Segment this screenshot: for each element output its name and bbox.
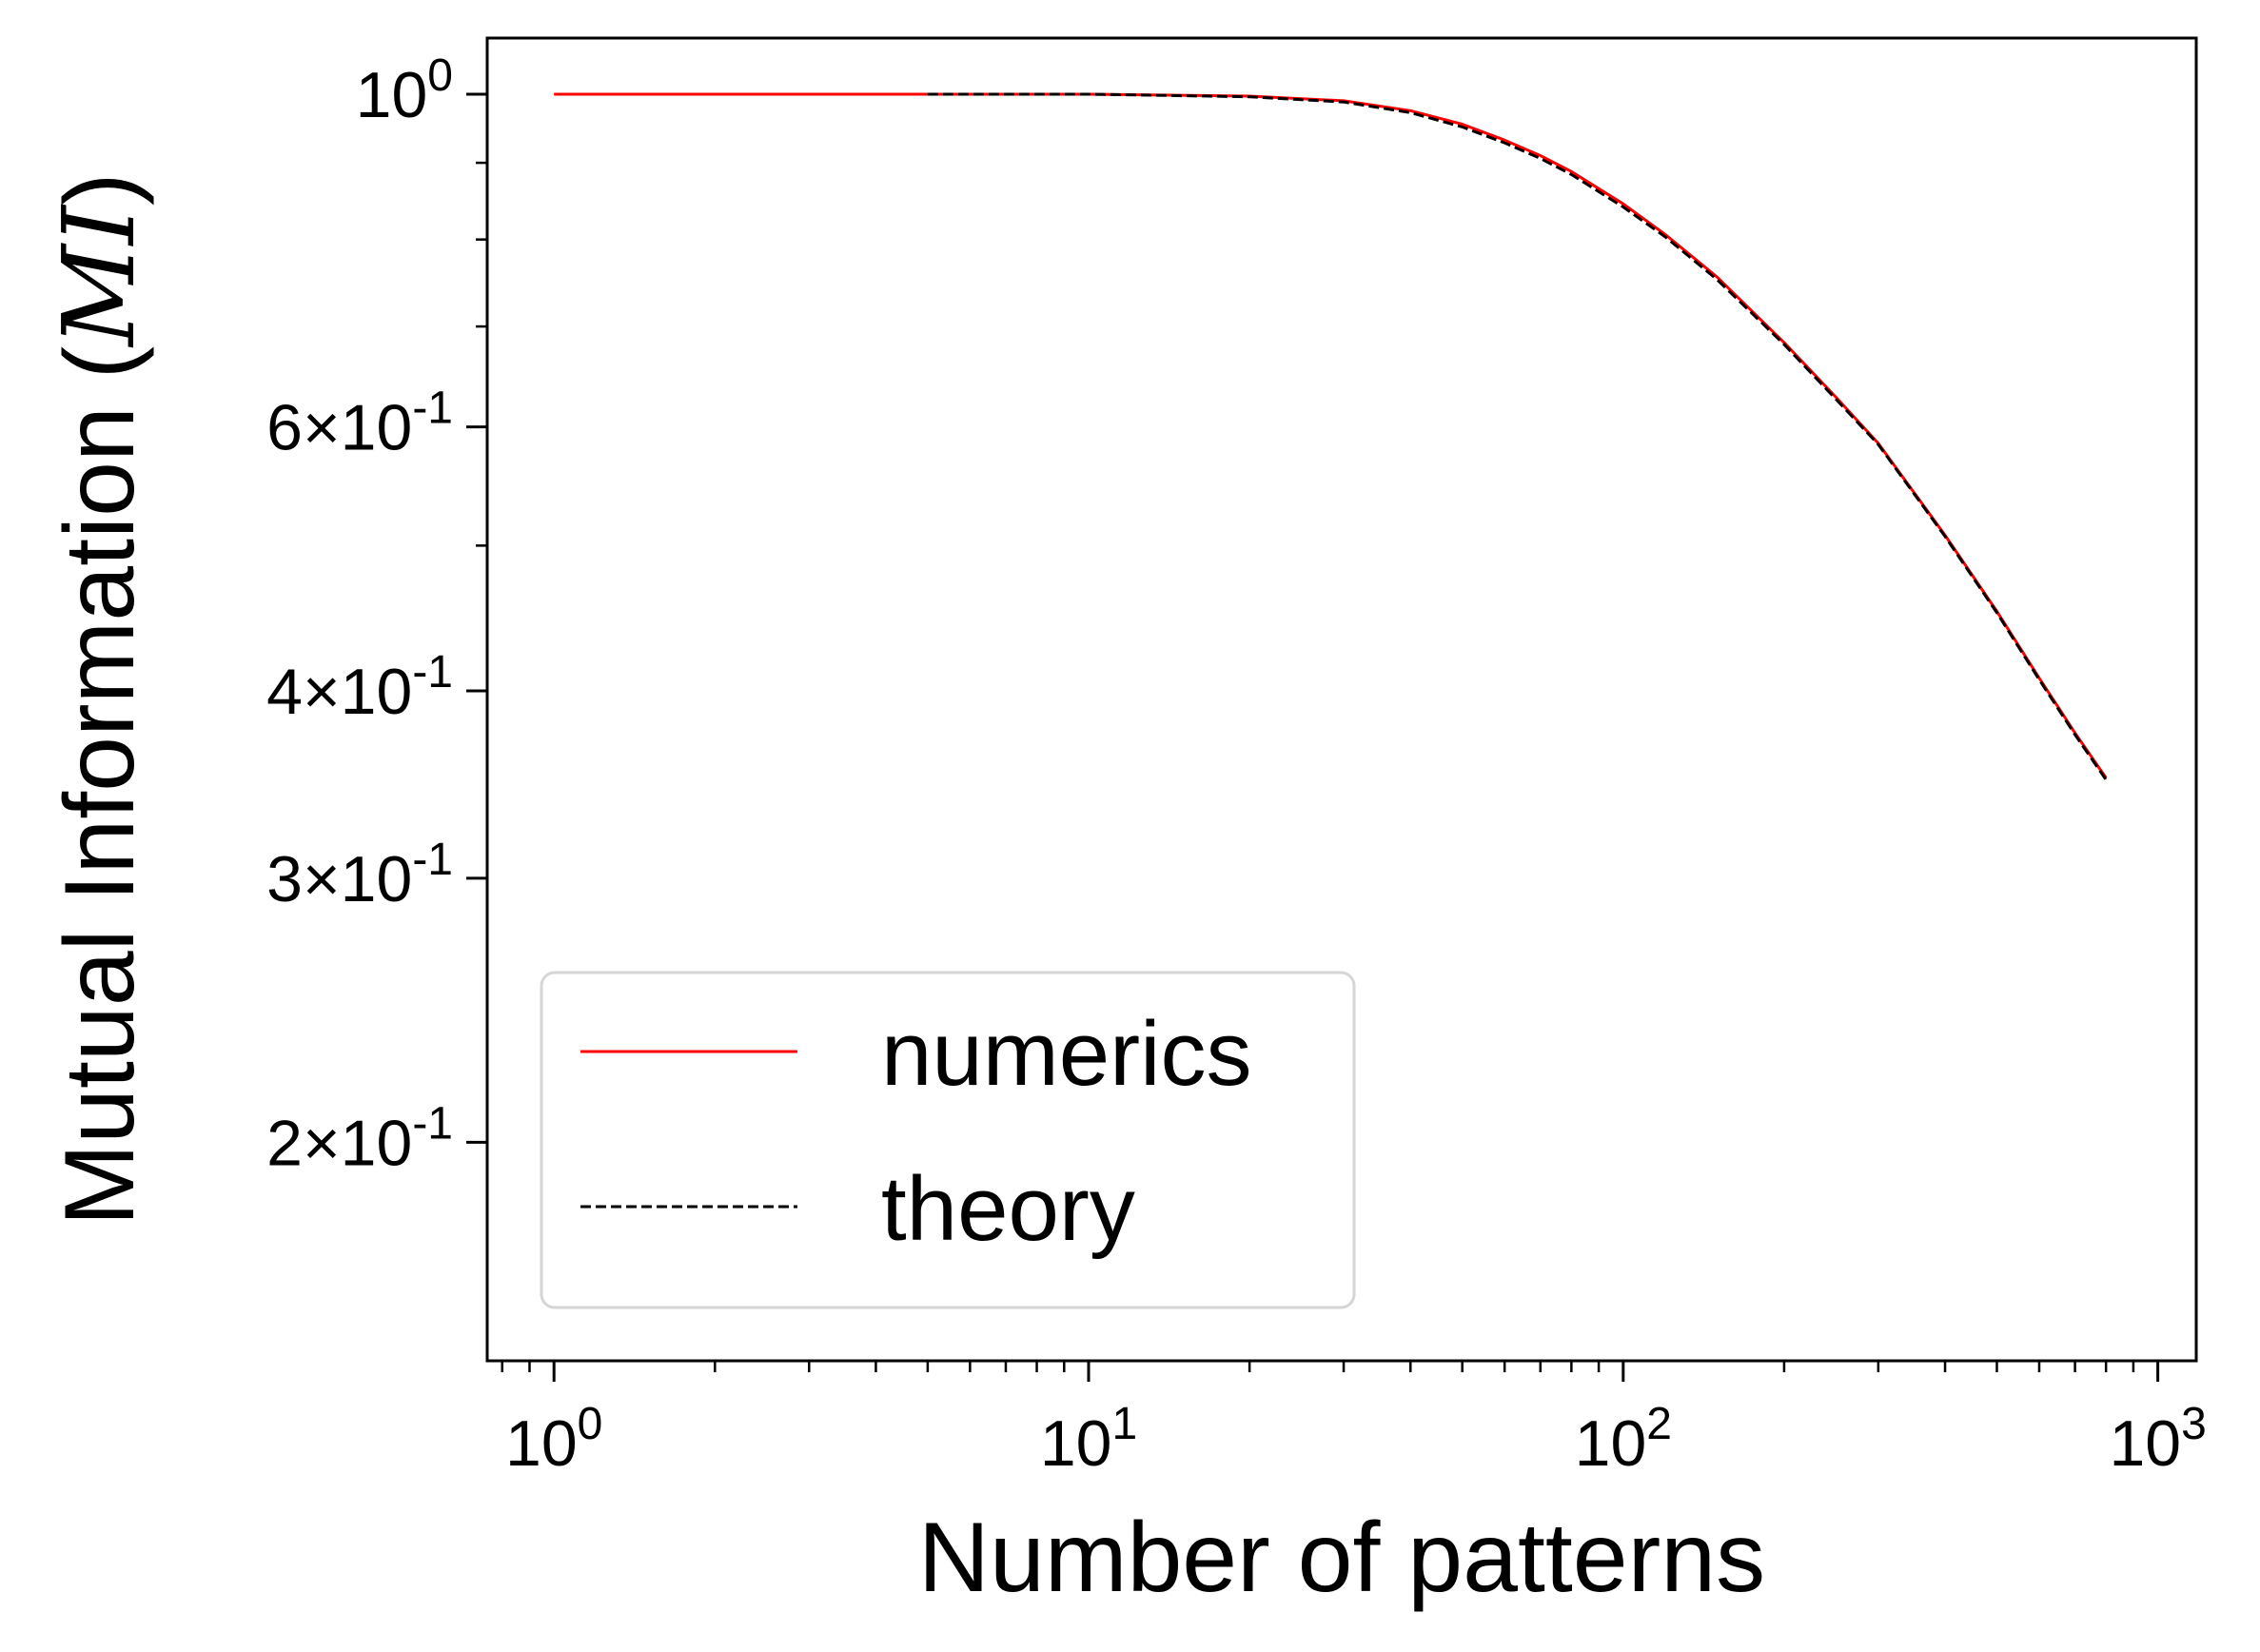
- x-axis-label: Number of patterns: [918, 1503, 1765, 1613]
- legend-box: [540, 971, 1356, 1309]
- y-tick-label: 2×10-1: [266, 1098, 453, 1179]
- legend: numerics theory: [540, 971, 1356, 1309]
- x-tick-label: 102: [1575, 1399, 1672, 1480]
- series-line-theory: [927, 92, 2108, 781]
- x-tick-label: 103: [2109, 1399, 2206, 1480]
- y-tick-label: 4×10-1: [266, 647, 453, 728]
- y-tick-label: 3×10-1: [266, 835, 453, 915]
- legend-numerics-label: numerics: [881, 1003, 1251, 1105]
- x-tick-label: 100: [505, 1399, 602, 1480]
- legend-theory-label: theory: [881, 1158, 1135, 1260]
- y-tick-label: 6×10-1: [266, 384, 453, 464]
- y-axis-label: Mutual Information (MI): [41, 172, 157, 1226]
- major-ticks: 100 101 102 103 100 6×10-1 4×10-1 3×10-1 2×10-1: [266, 50, 2207, 1480]
- series-layer: [554, 92, 2108, 781]
- y-tick-label: 100: [356, 50, 453, 131]
- x-tick-label: 101: [1040, 1399, 1137, 1480]
- minor-ticks: [476, 161, 2135, 1372]
